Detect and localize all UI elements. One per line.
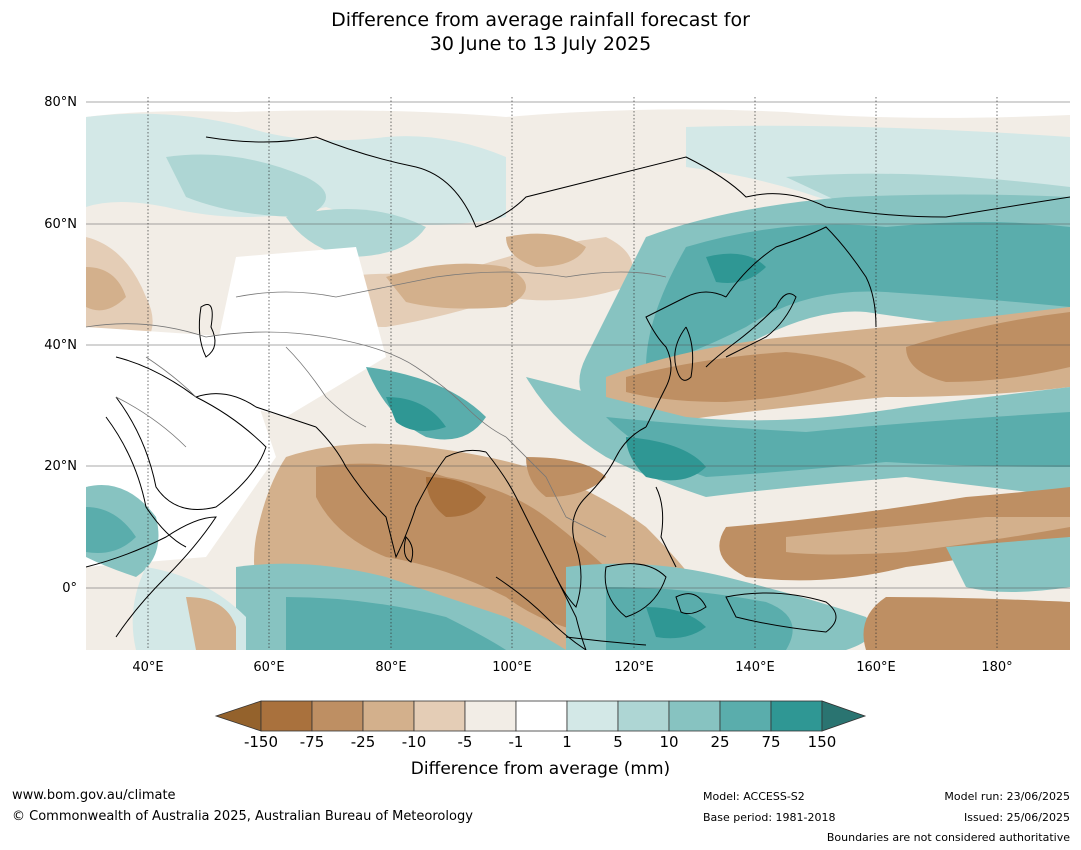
lon-label-120e: 120°E [614, 660, 654, 675]
lon-label-160e: 160°E [856, 660, 896, 675]
lon-label-140e: 140°E [735, 660, 775, 675]
colorbar-swatch [617, 700, 670, 732]
lon-label-60e: 60°E [253, 660, 285, 675]
lon-label-80e: 80°E [375, 660, 407, 675]
colorbar-tick: -75 [299, 733, 325, 751]
graticule [86, 101, 1070, 589]
colorbar-swatch [566, 700, 619, 732]
colorbar-tick: -5 [457, 733, 473, 751]
lon-label-40e: 40°E [132, 660, 164, 675]
colorbar-swatch [770, 700, 823, 732]
lon-label-180: 180° [981, 660, 1013, 675]
colorbar-arrow-above [821, 700, 867, 732]
lat-label-20n: 20°N [44, 459, 77, 474]
colorbar-arrow-below [214, 700, 262, 732]
map-title: Difference from average rainfall forecas… [0, 8, 1081, 56]
colorbar-swatch [719, 700, 772, 732]
colorbar-tick: 1 [562, 733, 572, 751]
issued-date: Issued: 25/06/2025 [963, 811, 1070, 824]
rainfall-anomaly-map [86, 97, 1070, 650]
colorbar-swatch [515, 700, 568, 732]
title-line-2: 30 June to 13 July 2025 [429, 33, 652, 55]
title-line-1: Difference from average rainfall forecas… [331, 9, 750, 31]
lat-label-40n: 40°N [44, 338, 77, 353]
colorbar-tick: 150 [807, 733, 837, 751]
model-name: Model: ACCESS-S2 [703, 790, 805, 803]
boundaries-disclaimer: Boundaries are not considered authoritat… [826, 831, 1070, 844]
map-svg [86, 97, 1070, 650]
copyright-text: © Commonwealth of Australia 2025, Austra… [12, 809, 473, 824]
lat-label-80n: 80°N [44, 95, 77, 110]
colorbar-swatch [668, 700, 721, 732]
colorbar-tick: 10 [659, 733, 679, 751]
colorbar-tick: 5 [613, 733, 623, 751]
colorbar-swatch [464, 700, 517, 732]
anomaly-fields [86, 97, 1070, 650]
legend-title: Difference from average (mm) [410, 759, 671, 779]
colorbar-tick: -10 [401, 733, 427, 751]
lat-label-0: 0° [62, 581, 77, 596]
coastlines [86, 136, 1070, 650]
colorbar-tick: -1 [508, 733, 524, 751]
colorbar-swatch [311, 700, 364, 732]
colorbar-tick: 25 [710, 733, 730, 751]
meridians [147, 97, 998, 650]
model-run-date: Model run: 23/06/2025 [944, 790, 1070, 803]
colorbar-swatches [214, 700, 867, 732]
colorbar-swatch [413, 700, 466, 732]
website-link[interactable]: www.bom.gov.au/climate [12, 788, 176, 803]
colorbar-tick: -150 [243, 733, 279, 751]
lat-label-60n: 60°N [44, 217, 77, 232]
lon-label-100e: 100°E [492, 660, 532, 675]
colorbar-swatch [362, 700, 415, 732]
colorbar-tick: -25 [350, 733, 376, 751]
colorbar-swatch [260, 700, 313, 732]
country-boundaries [86, 271, 667, 538]
base-period: Base period: 1981-2018 [703, 811, 836, 824]
colorbar-tick: 75 [761, 733, 781, 751]
